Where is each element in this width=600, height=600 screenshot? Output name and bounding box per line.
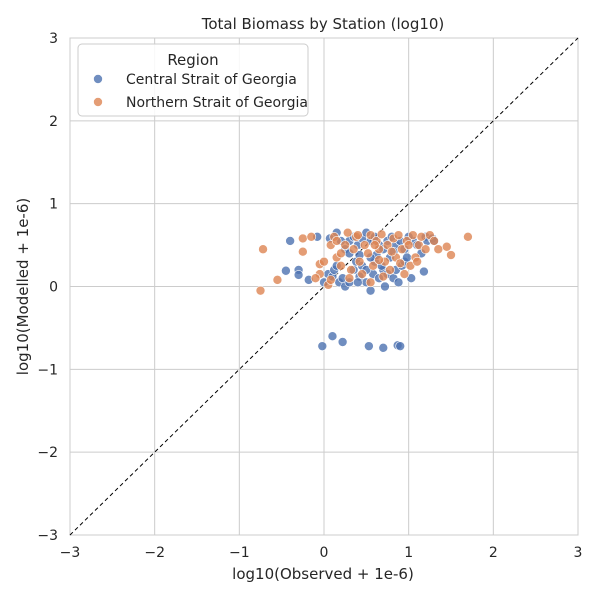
x-tick-label: 3 [574,545,583,561]
grid-lines [69,37,579,536]
data-point [327,331,338,342]
data-point [357,269,367,279]
data-point [258,244,268,255]
data-point [336,260,346,271]
data-point [310,273,321,284]
chart-title: Total Biomass by Station (log10) [201,15,445,33]
data-point [255,285,266,296]
data-point [385,265,395,275]
x-tick-label: 1 [404,545,413,561]
legend: Region Central Strait of Georgia Norther… [77,43,309,117]
data-point [420,244,431,255]
data-point [353,230,363,240]
y-tick-label: −3 [37,528,58,544]
data-point [395,258,406,269]
data-points [255,227,473,353]
data-point [359,240,370,250]
data-point [285,236,295,246]
series-northern [255,227,473,296]
data-point [306,232,317,242]
y-axis-label: log10(Modelled + 1e-6) [14,198,32,375]
x-tick-label: −1 [229,545,250,561]
data-point [340,240,350,250]
data-point [369,240,380,250]
data-point [412,256,422,267]
data-point [337,337,348,347]
data-point [408,230,418,240]
x-tick-label: −2 [144,545,165,561]
data-point [368,260,378,271]
data-point [378,342,389,353]
legend-marker-northern [93,97,103,107]
y-tick-label: 3 [49,31,58,47]
data-point [364,341,374,351]
data-point [416,232,427,242]
data-point [325,275,336,285]
data-point [380,281,390,292]
data-point [281,265,291,276]
y-tick-label: −2 [37,445,58,461]
legend-title: Region [167,51,218,69]
data-point [319,256,329,267]
data-point [393,230,404,240]
y-tick-label: 0 [49,280,58,296]
data-point [365,277,376,288]
data-point [378,271,389,282]
data-point [346,265,356,275]
x-tick-label: 2 [489,545,498,561]
legend-marker-central [93,74,103,84]
data-point [376,229,387,240]
data-point [342,227,353,238]
data-point [348,244,359,255]
x-axis-label: log10(Observed + 1e-6) [232,565,414,583]
x-tick-labels: −3 −2 −1 0 1 2 3 [60,545,583,561]
data-point [395,341,406,351]
data-point [317,341,328,351]
data-point [272,275,283,285]
data-point [363,248,373,259]
data-point [403,240,414,250]
data-point [399,269,410,279]
legend-label-central: Central Strait of Georgia [126,72,297,88]
data-point [354,256,365,267]
data-point [331,236,342,246]
data-point [298,233,308,244]
data-point [446,250,456,260]
data-point [429,236,439,246]
y-tick-labels: −3 −2 −1 0 1 2 3 [37,31,58,544]
data-point [298,246,308,257]
data-point [393,277,404,288]
data-point [419,266,429,277]
legend-label-northern: Northern Strait of Georgia [126,95,308,111]
y-tick-label: 1 [49,197,58,213]
data-point [433,244,444,255]
y-tick-label: 2 [49,114,58,130]
data-point [463,232,473,242]
x-tick-label: −3 [60,545,81,561]
data-point [365,285,376,296]
data-point [374,255,384,265]
data-point [386,246,397,257]
legend-box [77,43,309,117]
data-point [336,248,346,259]
data-point [365,230,376,240]
data-point [293,270,304,280]
data-point [441,241,452,252]
x-tick-label: 0 [320,545,329,561]
data-point [344,273,355,284]
data-point [353,277,363,288]
y-tick-label: −1 [37,362,58,378]
